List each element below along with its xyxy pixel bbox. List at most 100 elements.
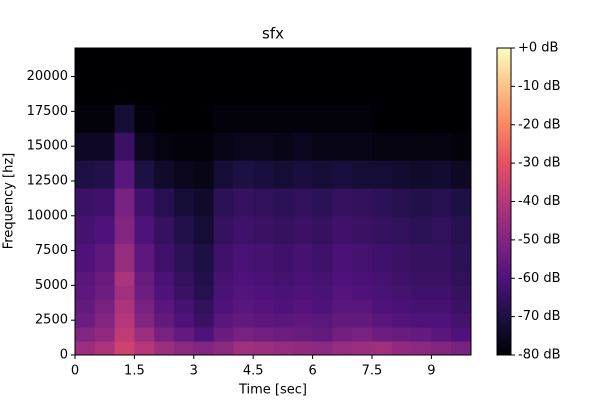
colorbar-tick-label: -70 dB: [518, 309, 561, 324]
heatmap-cell: [352, 215, 373, 245]
heatmap-cell: [352, 341, 373, 356]
x-tick-label: 3: [190, 364, 198, 379]
heatmap-cell: [352, 160, 373, 189]
heatmap-cell: [431, 341, 452, 356]
heatmap-cell: [312, 341, 333, 356]
heatmap-cell: [134, 299, 155, 314]
heatmap-cell: [253, 243, 274, 272]
heatmap-cell: [312, 243, 333, 272]
heatmap-cell: [431, 313, 452, 328]
heatmap-cell: [451, 313, 472, 328]
heatmap-cell: [312, 285, 333, 300]
heatmap-cell: [312, 132, 333, 161]
colorbar-tick-label: -10 dB: [518, 79, 561, 94]
heatmap-cell: [233, 341, 254, 356]
heatmap-cell: [332, 341, 353, 356]
heatmap-cell: [411, 215, 432, 245]
heatmap-cell: [193, 313, 215, 328]
heatmap-cell: [253, 160, 274, 189]
heatmap-cell: [332, 271, 353, 286]
heatmap-cell: [273, 215, 294, 245]
heatmap-cell: [114, 48, 135, 78]
heatmap-cell: [352, 313, 373, 328]
heatmap-cell: [134, 187, 155, 217]
heatmap-cell: [372, 327, 393, 342]
heatmap-cell: [134, 104, 155, 133]
heatmap-cell: [94, 132, 116, 161]
heatmap-cell: [154, 243, 175, 272]
heatmap-cell: [213, 104, 234, 133]
heatmap-cell: [154, 187, 175, 217]
heatmap-cell: [213, 76, 234, 105]
heatmap-cell: [411, 104, 432, 133]
heatmap-cell: [431, 48, 452, 78]
heatmap-cell: [114, 76, 135, 105]
heatmap-cell: [332, 327, 353, 342]
heatmap-cell: [451, 187, 472, 217]
heatmap-cell: [411, 271, 432, 286]
heatmap-cell: [134, 313, 155, 328]
colorbar-tick-label: -30 dB: [518, 156, 561, 171]
heatmap-cell: [391, 341, 413, 356]
heatmap-cell: [411, 285, 432, 300]
heatmap-cell: [174, 313, 195, 328]
heatmap-cell: [253, 104, 274, 133]
heatmap-cell: [391, 104, 413, 133]
heatmap-cell: [154, 271, 175, 286]
heatmap-cell: [332, 76, 353, 105]
heatmap-cell: [94, 341, 116, 356]
heatmap-cell: [174, 285, 195, 300]
heatmap-cell: [273, 104, 294, 133]
heatmap-cell: [273, 187, 294, 217]
heatmap-cell: [451, 104, 472, 133]
heatmap-cell: [391, 76, 413, 105]
heatmap-cell: [213, 313, 234, 328]
heatmap-cell: [114, 271, 135, 286]
heatmap-cell: [431, 327, 452, 342]
heatmap-cell: [273, 271, 294, 286]
heatmap-cell: [193, 341, 215, 356]
heatmap-cell: [273, 48, 294, 78]
heatmap-cell: [253, 313, 274, 328]
heatmap-cell: [154, 215, 175, 245]
heatmap-cell: [391, 187, 413, 217]
heatmap-cell: [154, 104, 175, 133]
heatmap-cell: [174, 271, 195, 286]
heatmap-cell: [193, 327, 215, 342]
heatmap-cell: [114, 313, 135, 328]
heatmap-cell: [75, 341, 96, 356]
x-tick-label: 4.5: [243, 364, 264, 379]
heatmap-cell: [94, 48, 116, 78]
heatmap-cell: [114, 160, 135, 189]
heatmap-cell: [94, 243, 116, 272]
heatmap-cell: [114, 285, 135, 300]
heatmap-cell: [233, 285, 254, 300]
heatmap-cell: [451, 285, 472, 300]
x-tick-label: 6: [308, 364, 316, 379]
colorbar-tick-label: -20 dB: [518, 117, 561, 132]
heatmap-cell: [431, 76, 452, 105]
heatmap-cell: [372, 271, 393, 286]
heatmap-cell: [233, 243, 254, 272]
heatmap-cell: [411, 341, 432, 356]
heatmap-cell: [154, 327, 175, 342]
heatmap-cell: [94, 299, 116, 314]
heatmap-cell: [213, 160, 234, 189]
heatmap-cell: [431, 160, 452, 189]
heatmap-cell: [372, 76, 393, 105]
heatmap-cell: [273, 132, 294, 161]
heatmap-cell: [391, 132, 413, 161]
heatmap-cell: [431, 243, 452, 272]
heatmap-cell: [94, 285, 116, 300]
heatmap-cell: [292, 187, 314, 217]
heatmap-cell: [273, 327, 294, 342]
heatmap-cell: [312, 299, 333, 314]
heatmap-cell: [253, 341, 274, 356]
heatmap-cell: [352, 285, 373, 300]
heatmap-cell: [312, 48, 333, 78]
x-tick-label: 1.5: [124, 364, 145, 379]
heatmap-cell: [134, 243, 155, 272]
heatmap-cell: [75, 187, 96, 217]
heatmap-cell: [451, 299, 472, 314]
